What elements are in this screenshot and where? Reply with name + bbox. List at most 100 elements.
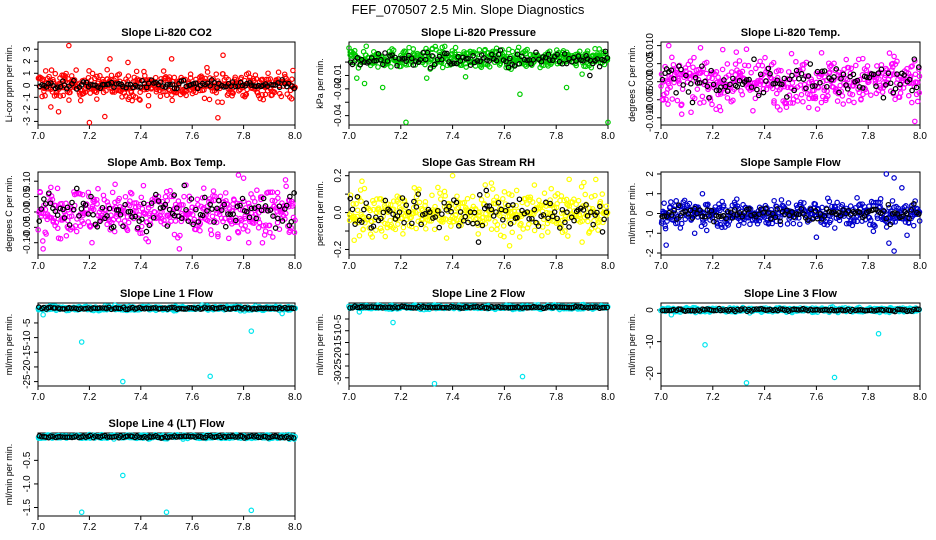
data-point <box>658 71 665 77</box>
data-point <box>834 98 841 104</box>
data-point-subset <box>221 201 228 208</box>
data-point-subset <box>880 94 887 101</box>
data-point <box>793 202 800 209</box>
x-tick-label: 8.0 <box>601 392 615 403</box>
x-tick-label: 7.8 <box>861 392 875 403</box>
data-point-subset <box>375 50 382 57</box>
data-point <box>719 66 726 73</box>
data-point-subset <box>516 196 523 203</box>
data-point <box>189 211 196 218</box>
data-point-subset <box>456 223 462 229</box>
data-point <box>826 198 833 205</box>
data-point <box>168 193 174 200</box>
x-tick-label: 7.0 <box>31 392 45 403</box>
data-point-subset <box>193 80 199 87</box>
data-point <box>159 198 166 205</box>
data-point-subset <box>276 84 283 91</box>
data-point <box>207 373 213 380</box>
data-point-subset <box>279 218 286 224</box>
data-point-subset <box>798 206 805 212</box>
data-point <box>517 91 523 98</box>
data-point-subset <box>434 207 441 214</box>
data-point-subset <box>673 216 680 222</box>
data-point <box>253 75 260 82</box>
data-point <box>848 65 855 72</box>
data-point-subset <box>836 89 842 96</box>
data-point <box>416 199 423 206</box>
data-point <box>60 92 67 99</box>
y-tick-label: -0.010 <box>645 103 656 132</box>
data-point <box>219 99 225 106</box>
data-point <box>267 189 274 196</box>
y-axis-label: ml/min per min. <box>315 314 325 376</box>
data-point-subset <box>88 193 94 200</box>
data-point-subset <box>390 211 396 217</box>
data-point <box>463 64 469 70</box>
data-point-subset <box>699 213 706 220</box>
data-point-subset <box>760 89 767 96</box>
data-point <box>605 119 611 126</box>
data-point <box>563 84 570 91</box>
data-point-subset <box>64 204 71 211</box>
data-point-subset <box>510 202 516 208</box>
data-point-subset <box>104 213 110 219</box>
data-point-subset <box>711 218 717 225</box>
x-tick-label: 7.4 <box>758 392 772 403</box>
data-point <box>866 203 872 209</box>
data-point <box>213 219 220 226</box>
data-point-subset <box>718 213 724 220</box>
data-point <box>771 197 777 204</box>
data-point <box>225 235 232 242</box>
data-point-subset <box>805 217 811 223</box>
data-point <box>678 101 685 108</box>
data-point-subset <box>470 52 476 59</box>
y-axis-label: Li-cor ppm per min. <box>4 45 14 123</box>
data-point <box>513 202 519 209</box>
data-point <box>891 248 897 254</box>
y-tick-label: -25 <box>22 374 33 389</box>
data-point <box>86 119 93 126</box>
panel-title: Slope Amb. Box Temp. <box>107 157 226 169</box>
data-point-subset <box>599 229 606 235</box>
data-point-subset <box>190 80 197 87</box>
panel-5: Slope Gas Stream RH7.0 7.2 7.4 7.6 7.8 8.0-0.… <box>315 157 615 272</box>
data-point <box>686 200 693 207</box>
y-tick-label: -1 <box>22 92 33 101</box>
data-point <box>818 50 825 56</box>
data-point-subset <box>483 187 490 194</box>
data-point-subset <box>860 85 866 91</box>
data-point <box>524 201 530 207</box>
x-tick-label: 7.2 <box>706 392 720 403</box>
data-point-subset <box>530 56 537 63</box>
y-tick-label: 0.2 <box>333 168 344 182</box>
data-point <box>266 222 273 229</box>
data-point <box>750 107 756 114</box>
data-point <box>138 194 145 201</box>
data-point <box>864 63 871 69</box>
data-point <box>699 93 706 100</box>
data-point <box>353 201 359 207</box>
data-point <box>687 58 694 64</box>
data-point <box>287 227 293 234</box>
data-point-subset <box>467 62 474 68</box>
data-point-subset <box>380 61 386 68</box>
data-point-subset <box>116 80 122 87</box>
data-point <box>217 193 224 200</box>
plot-frame <box>660 302 921 387</box>
data-point <box>122 193 129 200</box>
data-point <box>413 225 419 232</box>
data-point <box>912 118 918 125</box>
data-point-subset <box>448 208 454 215</box>
data-point <box>411 51 418 58</box>
data-point-subset <box>275 215 281 222</box>
data-point <box>548 185 555 192</box>
data-point <box>267 76 274 82</box>
data-point <box>375 64 381 70</box>
data-point <box>153 89 160 95</box>
x-tick-label: 7.6 <box>185 261 199 272</box>
data-point <box>39 93 45 100</box>
data-point <box>204 69 211 75</box>
data-point-subset <box>890 89 897 96</box>
x-tick-label: 7.8 <box>549 261 563 272</box>
